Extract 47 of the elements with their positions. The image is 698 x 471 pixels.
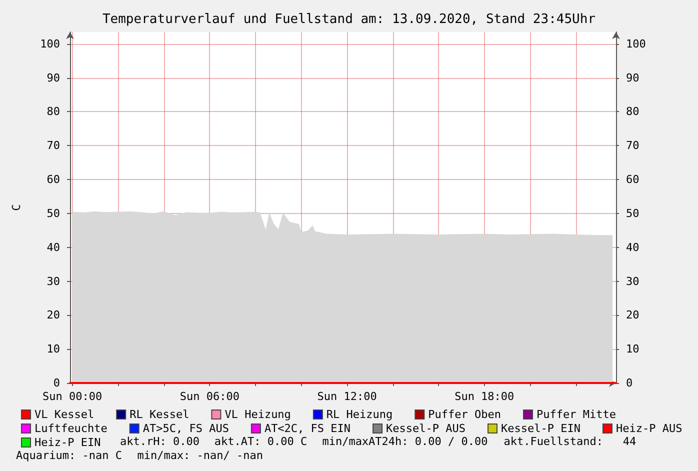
legend-label: VL Heizung bbox=[224, 408, 291, 421]
y-tick-label: 0 bbox=[53, 376, 60, 390]
legend-label: Heiz-P AUS bbox=[616, 422, 682, 435]
y2-tick-label: 30 bbox=[626, 274, 640, 288]
text: akt.rH: 0.00 bbox=[120, 435, 200, 448]
text: akt.AT: 0.00 C bbox=[214, 435, 308, 448]
x-tick-label: Sun 00:00 bbox=[42, 390, 102, 403]
y-tick-label: 60 bbox=[46, 173, 60, 186]
text: akt.Fuellstand: 44 bbox=[504, 435, 637, 448]
y2-tick-label: 50 bbox=[626, 206, 640, 220]
y-tick-label: 100 bbox=[40, 37, 60, 50]
y2-tick-label: 10 bbox=[626, 342, 640, 356]
legend-label: Heiz-P EIN bbox=[34, 436, 101, 449]
legend-label: Kessel-P AUS bbox=[386, 422, 466, 435]
x-tick-label: Sun 18:00 bbox=[454, 390, 514, 403]
legend-label: Luftfeuchte bbox=[34, 422, 108, 435]
y-axis-title: C bbox=[10, 204, 23, 211]
legend-label: VL Kessel bbox=[34, 408, 94, 421]
y-tick-label: 10 bbox=[46, 342, 60, 356]
y2-tick-label: 40 bbox=[626, 240, 640, 254]
y2-tick-label: 80 bbox=[626, 105, 640, 118]
legend-label: Puffer Oben bbox=[428, 408, 502, 421]
y-tick-label: 50 bbox=[46, 206, 60, 220]
x-tick-label: Sun 12:00 bbox=[317, 390, 377, 403]
y-tick-label: 30 bbox=[46, 274, 60, 288]
y-tick-label: 90 bbox=[46, 71, 60, 84]
y-tick-label: 40 bbox=[46, 240, 60, 254]
legend-label: Kessel-P EIN bbox=[501, 422, 580, 435]
text: Aquarium: -nan C bbox=[16, 449, 122, 462]
y2-tick-label: 100 bbox=[626, 37, 646, 50]
y2-tick-label: 20 bbox=[626, 308, 640, 322]
x-tick-label: Sun 06:00 bbox=[180, 390, 240, 403]
chart-title: Temperaturverlauf und Fuellstand am: 13.09.2020, Stand 23:45Uhr bbox=[102, 12, 596, 27]
y2-tick-label: 70 bbox=[626, 139, 640, 152]
text: min/max: -nan/ -nan bbox=[137, 449, 264, 462]
legend-label: RL Heizung bbox=[326, 408, 393, 421]
y-tick-label: 70 bbox=[46, 139, 60, 152]
legend-label: AT>5C, FS AUS bbox=[142, 422, 229, 435]
y-tick-label: 80 bbox=[46, 105, 60, 118]
y-tick-label: 20 bbox=[46, 308, 60, 322]
y2-tick-label: 60 bbox=[626, 173, 640, 186]
legend-label: RL Kessel bbox=[130, 408, 190, 421]
y2-tick-label: 90 bbox=[626, 71, 640, 84]
y2-tick-label: 0 bbox=[626, 376, 633, 390]
legend-label: Puffer Mitte bbox=[536, 408, 616, 421]
legend-label: AT<2C, FS EIN bbox=[264, 422, 351, 435]
text: min/maxAT24h: 0.00 / 0.00 bbox=[322, 435, 488, 448]
